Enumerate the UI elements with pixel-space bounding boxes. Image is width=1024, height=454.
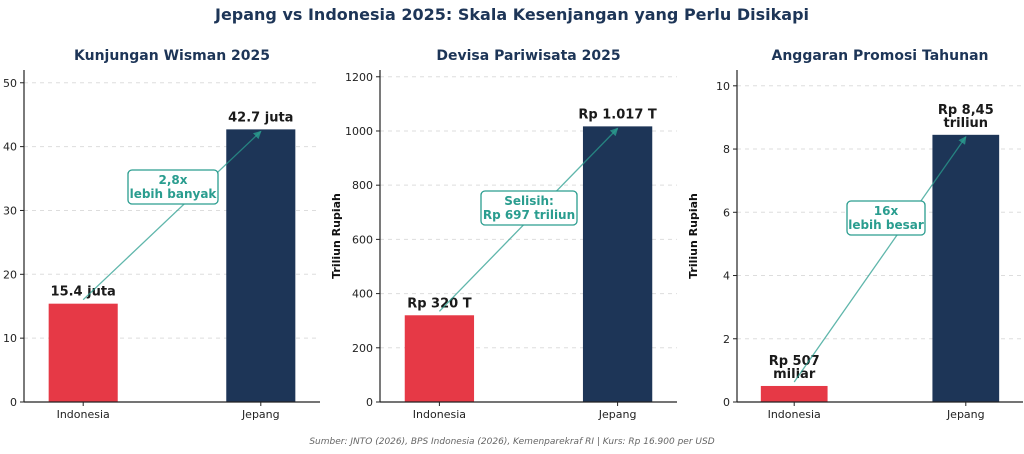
x-tick-label: Indonesia <box>57 408 110 421</box>
y-tick-label: 1200 <box>345 71 373 84</box>
y-tick-label: 4 <box>723 270 730 283</box>
y-tick-label: 10 <box>716 80 730 93</box>
y-tick-label: 30 <box>3 204 17 217</box>
annotation-text: Selisih: Rp 697 triliun <box>483 194 575 222</box>
bar-indonesia <box>48 303 118 402</box>
annotation-text: 16x lebih besar <box>848 204 924 232</box>
y-tick-label: 40 <box>3 141 17 154</box>
y-tick-label: 600 <box>352 233 373 246</box>
y-axis-label: Triliun Rupiah <box>330 193 343 279</box>
value-label: Rp 320 T <box>407 296 472 311</box>
y-tick-label: 200 <box>352 342 373 355</box>
y-tick-label: 0 <box>723 396 730 409</box>
arrow <box>82 130 262 301</box>
bar-jepang <box>582 126 653 402</box>
panel-title: Devisa Pariwisata 2025 <box>436 48 620 64</box>
y-tick-label: 8 <box>723 143 730 156</box>
value-label: 15.4 juta <box>51 285 116 300</box>
figure-title: Jepang vs Indonesia 2025: Skala Kesenjan… <box>214 5 809 24</box>
value-label: Rp 1.017 T <box>578 107 656 122</box>
x-tick-label: Jepang <box>241 408 280 421</box>
y-tick-label: 20 <box>3 268 17 281</box>
bar-indonesia <box>760 385 828 402</box>
bar-jepang <box>932 134 1000 403</box>
y-tick-label: 2 <box>723 333 730 346</box>
annotation-box <box>480 190 578 226</box>
panel-title: Anggaran Promosi Tahunan <box>772 48 989 64</box>
chart-panel-2: Devisa Pariwisata 2025 0 200 400 600 800 1000 1… <box>330 48 677 421</box>
annotation-box <box>846 200 926 236</box>
source-note: Sumber: JNTO (2026), BPS Indonesia (2026… <box>309 437 714 447</box>
y-tick-label: 0 <box>10 396 17 409</box>
y-tick-label: 800 <box>352 179 373 192</box>
value-label: 42.7 juta <box>228 110 293 125</box>
y-tick-label: 6 <box>723 206 730 219</box>
annotation-text: 2,8x lebih banyak <box>130 173 218 201</box>
bar-indonesia <box>404 315 475 402</box>
arrow <box>793 135 967 383</box>
y-axis-label: Triliun Rupiah <box>687 193 700 279</box>
value-label: Rp 507 miliar <box>769 354 820 382</box>
y-tick-label: 1000 <box>345 125 373 138</box>
y-tick-label: 0 <box>366 396 373 409</box>
y-tick-label: 10 <box>3 332 17 345</box>
chart-panel-1: Kunjungan Wisman 2025 0 10 20 30 40 50 Indonesi… <box>3 48 320 421</box>
y-tick-label: 50 <box>3 77 17 90</box>
x-tick-label: Jepang <box>946 408 985 421</box>
panels: Kunjungan Wisman 202501020304050Indonesi… <box>3 48 1023 421</box>
annotation-box <box>127 169 219 205</box>
bar-jepang <box>226 129 296 402</box>
x-tick-label: Indonesia <box>768 408 821 421</box>
chart-panel-3: Anggaran Promosi Tahunan 0 2 4 6 8 10 Triliun R… <box>687 48 1023 421</box>
y-tick-label: 400 <box>352 288 373 301</box>
x-tick-label: Jepang <box>598 408 637 421</box>
x-tick-label: Indonesia <box>413 408 466 421</box>
value-label: Rp 8,45 triliun <box>938 103 994 131</box>
panel-title: Kunjungan Wisman 2025 <box>74 48 270 64</box>
